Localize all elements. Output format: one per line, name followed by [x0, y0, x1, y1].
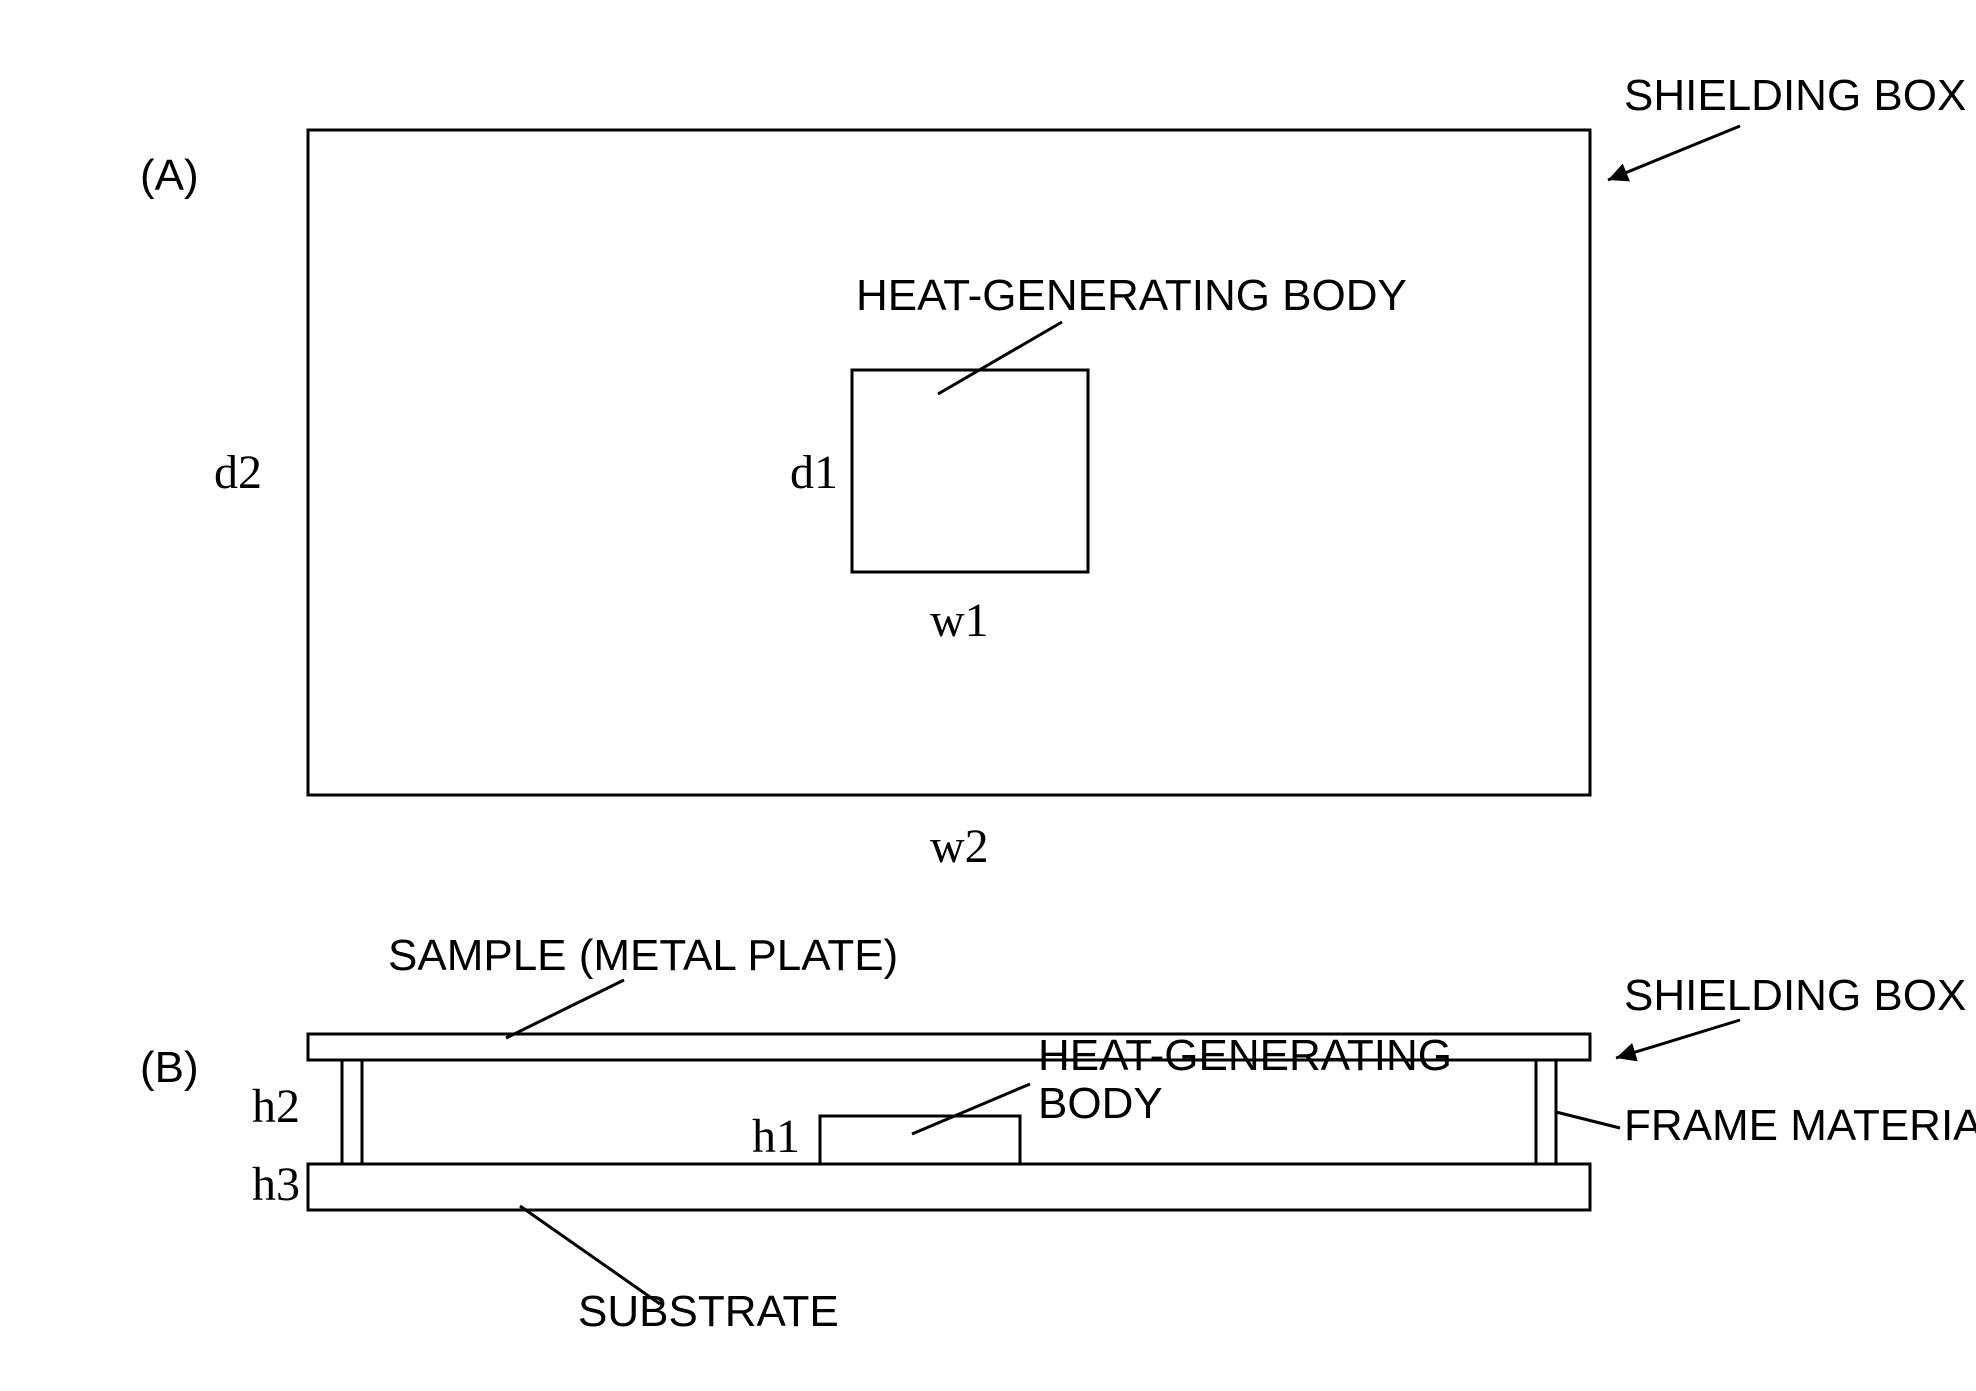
dim-h2: h2	[252, 1080, 300, 1133]
dim-w2: w2	[930, 820, 989, 873]
panel-b-label: (B)	[140, 1043, 199, 1092]
shielding-box-top-view	[308, 130, 1590, 795]
panel-a-label: (A)	[140, 151, 199, 200]
heat-body-label-b1: HEAT-GENERATING	[1038, 1031, 1452, 1080]
shielding-box-leader-b-head	[1616, 1043, 1638, 1061]
shielding-box-label: SHIELDING BOX	[1624, 71, 1966, 120]
heat-body-label-a: HEAT-GENERATING BODY	[856, 271, 1407, 320]
sample-leader	[506, 980, 624, 1038]
shielding-box-label-b: SHIELDING BOX	[1624, 971, 1966, 1020]
dim-w1: w1	[930, 594, 989, 647]
frame-material-right	[1536, 1060, 1556, 1164]
heat-body-label-b2: BODY	[1038, 1079, 1163, 1128]
heat-body-leader-a	[938, 322, 1062, 394]
frame-material-label: FRAME MATERIAL	[1624, 1101, 1976, 1150]
dim-h1: h1	[752, 1110, 800, 1163]
frame-material-leader	[1556, 1112, 1620, 1128]
heat-body-leader-b	[912, 1084, 1030, 1134]
heat-generating-body-side	[820, 1116, 1020, 1164]
dim-d1: d1	[790, 446, 838, 499]
substrate	[308, 1164, 1590, 1210]
sample-label: SAMPLE (METAL PLATE)	[388, 931, 898, 980]
heat-generating-body-top	[852, 370, 1088, 572]
frame-material-left	[342, 1060, 362, 1164]
dim-d2: d2	[214, 446, 262, 499]
shielding-box-leader	[1608, 126, 1740, 180]
dim-h3: h3	[252, 1158, 300, 1211]
substrate-label: SUBSTRATE	[578, 1287, 839, 1336]
